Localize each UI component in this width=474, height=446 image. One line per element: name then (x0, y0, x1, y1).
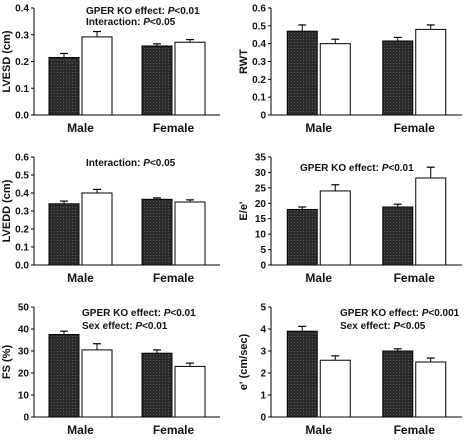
bar-male-dark (48, 203, 80, 266)
bar-female-dark (141, 352, 173, 418)
y-tick-label: 4 (260, 325, 266, 336)
y-tick-label: 0.1 (15, 84, 29, 95)
y-tick-label: 0.2 (15, 225, 29, 236)
chart-panel-middle-left: 0.0 0.1 0.2 0.3 0.4 0.5 0.6 LVEDD (cm) Male Femal… (1, 153, 220, 285)
category-label: Male (67, 423, 94, 437)
bar-female-white (174, 365, 206, 418)
bar-male-dark (286, 30, 318, 116)
bar-male-dark (286, 208, 318, 266)
category-label: Female (153, 423, 195, 437)
y-tick-label: 0.4 (15, 189, 29, 200)
stat-annotation: Interaction: P<0.05 (86, 158, 176, 169)
bar-male-dark (48, 56, 80, 116)
y-tick-label: 0.3 (15, 207, 29, 218)
bar-male-white (81, 192, 113, 266)
y-axis-label: E/e' (238, 201, 250, 221)
category-label: Male (305, 121, 332, 135)
category-label: Female (394, 271, 436, 285)
stat-annotation: Sex effect: P<0.05 (340, 321, 426, 332)
y-tick-label: 35 (255, 153, 267, 164)
y-tick-label: 0 (260, 413, 266, 424)
stat-annotation: GPER KO effect: P<0.01 (86, 6, 200, 17)
chart-panel-top-left: 0.0 0.1 0.2 0.3 0.4 LVESD (cm) Male Female GPER … (1, 4, 220, 135)
stat-annotation: GPER KO effect: P<0.01 (300, 163, 414, 174)
bar-female-white (415, 177, 447, 266)
y-tick-label: 10 (18, 391, 30, 402)
bar-female-dark (382, 206, 414, 266)
y-tick-label: 0.5 (15, 171, 29, 182)
stat-annotation: GPER KO effect: P<0.001 (340, 308, 460, 319)
chart-panel-bottom-right: 0 1 2 3 4 5 e' (cm/sec) Male Female GPER KO effec… (238, 303, 462, 437)
bar-male-dark (48, 334, 80, 418)
y-tick-label: 0.0 (15, 261, 29, 272)
y-tick-label: 0.4 (252, 39, 266, 50)
y-axis-label: RWT (238, 49, 250, 74)
category-label: Male (305, 271, 332, 285)
y-axis-label: LVEDD (cm) (1, 179, 13, 242)
y-tick-label: 10 (255, 230, 267, 241)
y-tick-label: 0.2 (15, 57, 29, 68)
y-tick-label: 50 (18, 303, 30, 314)
y-tick-label: 0 (23, 413, 29, 424)
y-tick-label: 15 (255, 214, 267, 225)
bar-male-white (319, 190, 351, 266)
bar-female-white (415, 28, 447, 116)
y-tick-label: 0 (260, 261, 266, 272)
y-tick-label: 5 (260, 245, 266, 256)
category-label: Male (305, 423, 332, 437)
bar-male-white (319, 43, 351, 116)
y-tick-label: 0.1 (15, 243, 29, 254)
category-label: Female (153, 121, 195, 135)
bar-female-white (174, 201, 206, 266)
chart-panel-bottom-left: 0 10 20 30 40 50 FS (%) Male Female GPER KO effec… (1, 303, 220, 437)
category-label: Male (67, 121, 94, 135)
y-tick-label: 2 (260, 369, 266, 380)
category-label: Female (153, 271, 195, 285)
category-label: Female (394, 121, 436, 135)
bar-female-white (174, 41, 206, 116)
y-tick-label: 0.4 (15, 4, 29, 15)
category-label: Male (67, 271, 94, 285)
y-tick-label: 0.1 (252, 93, 266, 104)
stat-annotation: Interaction: P<0.05 (86, 17, 176, 28)
y-axis-label: LVESD (cm) (1, 30, 13, 92)
y-tick-label: 0.5 (252, 21, 266, 32)
bar-male-dark (286, 330, 318, 418)
y-tick-label: 0.6 (15, 153, 29, 164)
bar-male-white (319, 359, 351, 418)
bar-female-dark (141, 45, 173, 116)
y-tick-label: 0 (260, 111, 266, 122)
bar-female-dark (141, 198, 173, 266)
y-axis-label: FS (%) (1, 345, 13, 380)
bar-female-white (415, 361, 447, 418)
stat-annotation: GPER KO effect: P<0.01 (82, 308, 196, 319)
y-tick-label: 0.0 (15, 111, 29, 122)
y-tick-label: 40 (18, 325, 30, 336)
category-label: Female (394, 423, 436, 437)
chart-panel-top-right: 0 0.1 0.2 0.3 0.4 0.5 0.6 RWT Male Female (238, 4, 462, 135)
chart-panel-middle-right: 0 5 10 15 20 25 30 35 E/e' Male Female GPER KO effe… (238, 153, 462, 285)
stat-annotation: Sex effect: P<0.01 (82, 321, 168, 332)
y-tick-label: 20 (18, 369, 30, 380)
bar-male-white (81, 349, 113, 418)
y-tick-label: 30 (255, 168, 267, 179)
y-tick-label: 0.2 (252, 75, 266, 86)
y-tick-label: 0.3 (252, 57, 266, 68)
y-tick-label: 25 (255, 183, 267, 194)
y-tick-label: 1 (260, 391, 266, 402)
y-tick-label: 0.3 (15, 30, 29, 41)
y-tick-label: 20 (255, 199, 267, 210)
y-tick-label: 30 (18, 347, 30, 358)
bar-female-dark (382, 40, 414, 116)
y-tick-label: 0.6 (252, 4, 266, 15)
y-axis-label: e' (cm/sec) (238, 333, 250, 390)
y-tick-label: 5 (260, 303, 266, 314)
bar-male-white (81, 36, 113, 116)
bar-female-dark (382, 350, 414, 418)
y-tick-label: 3 (260, 347, 266, 358)
